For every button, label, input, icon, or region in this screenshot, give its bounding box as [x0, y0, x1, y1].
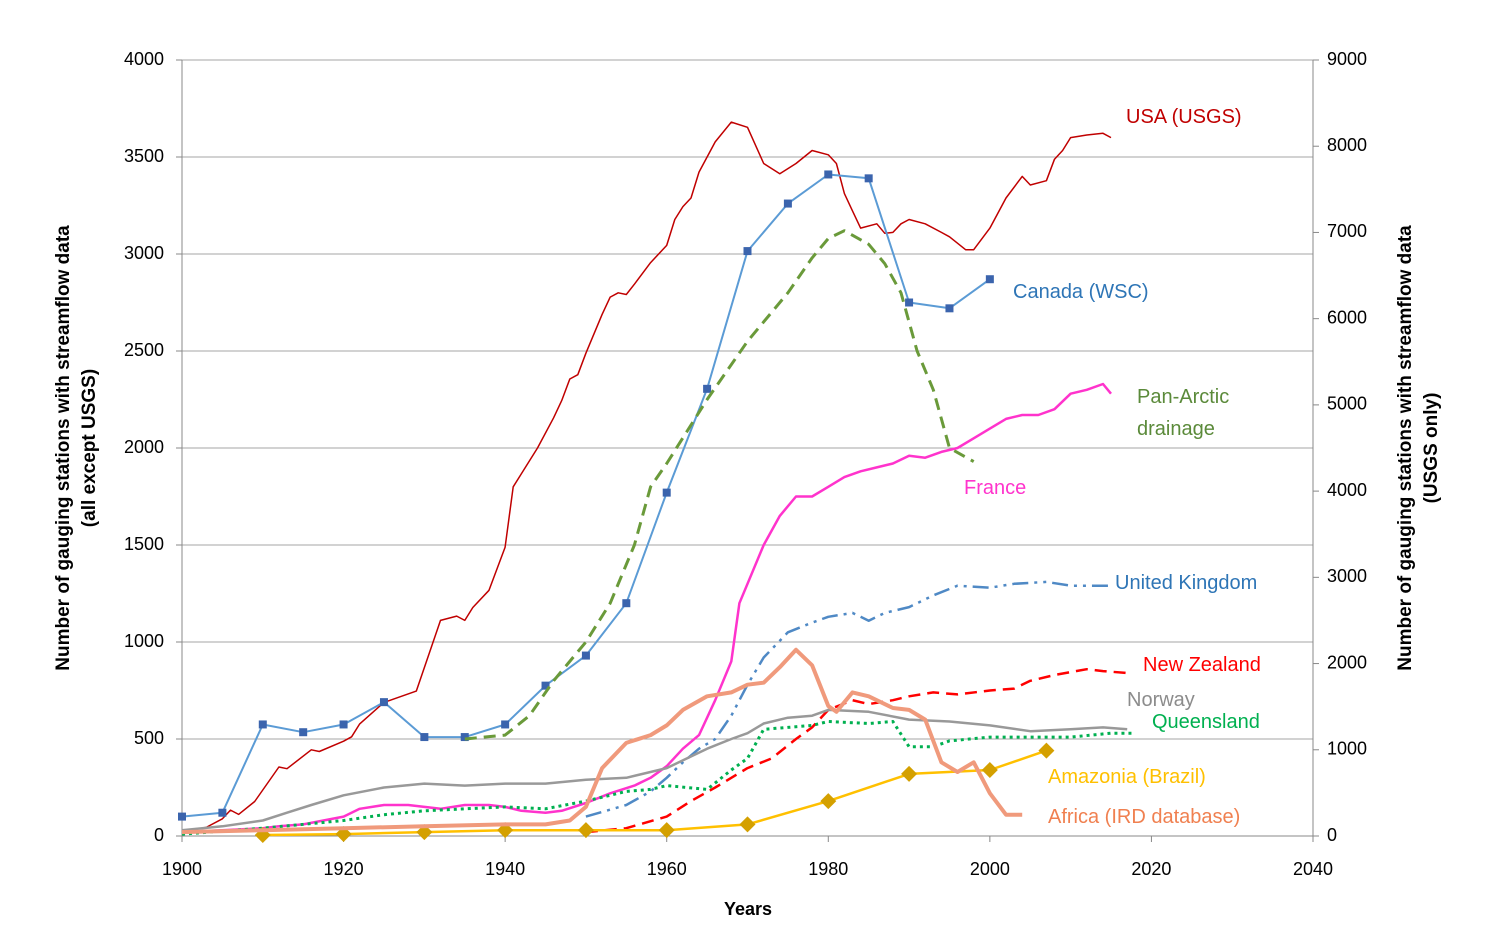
- series-label: Canada (WSC): [1013, 281, 1149, 303]
- marker: [178, 812, 186, 821]
- series-line: [181, 382, 1112, 834]
- x-tick-label: 1980: [808, 859, 848, 879]
- y-tick-label: 2500: [124, 340, 164, 360]
- x-tick-label: 1960: [647, 859, 687, 879]
- marker: [218, 808, 227, 817]
- x-axis-title: Years: [724, 899, 772, 919]
- y2-tick-label: 4000: [1327, 480, 1367, 500]
- series-line: [464, 229, 975, 741]
- series-label: Africa (IRD database): [1048, 806, 1241, 828]
- x-tick-label: 1900: [162, 859, 202, 879]
- y-tick-label: 500: [134, 728, 164, 748]
- marker: [662, 488, 671, 497]
- series-label: Amazonia (Brazil): [1048, 766, 1206, 788]
- y-tick-label: 4000: [124, 49, 164, 69]
- marker: [379, 698, 388, 707]
- marker: [658, 822, 675, 839]
- y2-tick-label: 8000: [1327, 135, 1367, 155]
- marker: [820, 793, 837, 810]
- series-label: New Zealand: [1143, 654, 1261, 676]
- y2-tick-label: 9000: [1327, 49, 1367, 69]
- y2-tick-label: 5000: [1327, 394, 1367, 414]
- marker: [460, 733, 469, 742]
- marker: [743, 247, 752, 256]
- y2-tick-label: 2000: [1327, 652, 1367, 672]
- y-tick-label: 1500: [124, 534, 164, 554]
- y2-axis-title: (USGS only): [1421, 393, 1442, 504]
- x-tick-label: 1920: [324, 859, 364, 879]
- marker: [577, 822, 594, 839]
- series-line: [181, 708, 1128, 832]
- y2-tick-label: 1000: [1327, 739, 1367, 759]
- y2-axis-title: Number of gauging stations with streamfl…: [1395, 225, 1416, 671]
- series-label: United Kingdom: [1115, 572, 1258, 594]
- series-label: USA (USGS): [1126, 106, 1242, 128]
- marker: [864, 174, 873, 183]
- marker: [622, 599, 631, 608]
- series-label: Norway: [1127, 689, 1195, 711]
- marker: [783, 199, 792, 208]
- series-line: [262, 749, 1047, 837]
- y2-tick-label: 3000: [1327, 566, 1367, 586]
- y-tick-label: 3000: [124, 243, 164, 263]
- marker: [905, 298, 914, 307]
- y2-tick-label: 0: [1327, 825, 1337, 845]
- marker: [1038, 742, 1055, 759]
- y-tick-label: 3500: [124, 146, 164, 166]
- x-tick-label: 2000: [970, 859, 1010, 879]
- series-line: [181, 173, 991, 818]
- marker: [501, 720, 510, 729]
- series-line: [181, 647, 1023, 835]
- marker: [739, 816, 756, 833]
- y-tick-label: 2000: [124, 437, 164, 457]
- marker: [945, 304, 954, 313]
- marker: [824, 170, 833, 179]
- series-line: [181, 720, 1136, 836]
- marker: [420, 733, 429, 742]
- series-label: France: [964, 477, 1027, 499]
- marker: [258, 720, 267, 729]
- marker: [339, 720, 348, 729]
- marker: [299, 728, 308, 737]
- y-axis-title: (all except USGS): [79, 369, 100, 527]
- series-label: Queensland: [1152, 711, 1260, 733]
- y-tick-label: 1000: [124, 631, 164, 651]
- marker: [985, 275, 994, 284]
- series-label: Pan-Arctic drainage: [1137, 386, 1230, 440]
- x-tick-label: 2040: [1293, 859, 1333, 879]
- marker: [581, 651, 590, 660]
- x-tick-label: 1940: [485, 859, 525, 879]
- x-tick-label: 2020: [1131, 859, 1171, 879]
- series-line: [181, 121, 1112, 833]
- marker: [541, 681, 550, 690]
- y2-tick-label: 7000: [1327, 221, 1367, 241]
- marker: [703, 384, 712, 393]
- y-tick-label: 0: [154, 825, 164, 845]
- marker: [901, 765, 918, 782]
- marker: [981, 762, 998, 779]
- y2-tick-label: 6000: [1327, 307, 1367, 327]
- y-axis-title: Number of gauging stations with streamfl…: [53, 225, 74, 671]
